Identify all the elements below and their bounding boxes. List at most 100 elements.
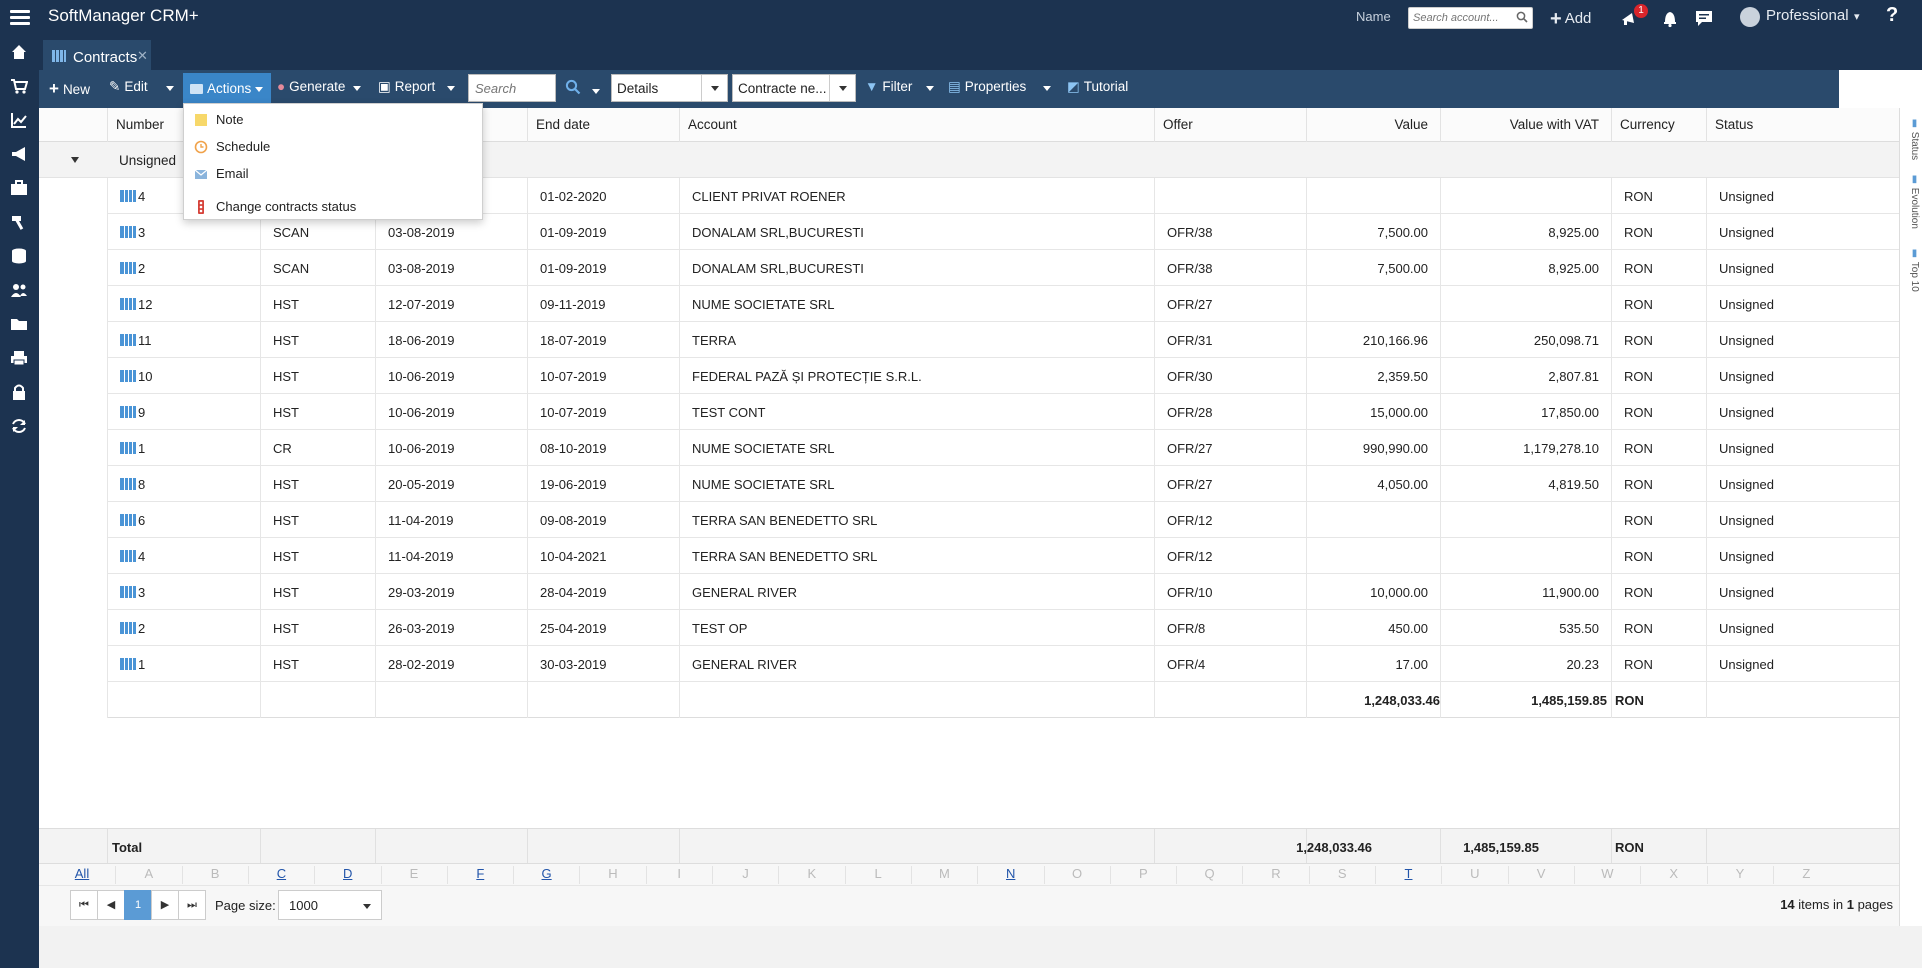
top10-panel-tab[interactable]: ▮ Top 10 — [1902, 248, 1920, 292]
first-page-button[interactable]: ⏮ — [70, 890, 98, 920]
letter-filter-d[interactable]: D — [314, 866, 380, 884]
page-size-select[interactable]: 1000 — [278, 890, 382, 920]
menu-icon[interactable] — [10, 7, 30, 27]
table-row[interactable]: 3 SCAN 03-08-2019 01-09-2019 DONALAM SRL,BUC… — [107, 214, 1899, 250]
cell-start: 10-06-2019 — [375, 430, 527, 466]
table-row[interactable]: 8 HST 20-05-2019 19-06-2019 NUME SOCIETATE S… — [107, 466, 1899, 502]
table-row[interactable]: 2 SCAN 03-08-2019 01-09-2019 DONALAM SRL,BUC… — [107, 250, 1899, 286]
search-options-icon[interactable] — [592, 89, 600, 94]
layout-select[interactable]: Contracte ne... — [732, 74, 856, 102]
tutorial-button[interactable]: ◩ Tutorial — [1067, 79, 1128, 99]
close-icon[interactable]: ✕ — [137, 48, 148, 63]
table-row[interactable]: 12 HST 12-07-2019 09-11-2019 NUME SOCIETATE … — [107, 286, 1899, 322]
avatar[interactable] — [1740, 7, 1760, 27]
letter-filter-c[interactable]: C — [247, 866, 314, 884]
filter-dropdown-icon[interactable] — [926, 86, 934, 91]
letter-filter-g[interactable]: G — [513, 866, 579, 884]
evolution-panel-tab[interactable]: ▮ Evolution — [1902, 174, 1920, 229]
filter-button[interactable]: ▼ Filter — [865, 79, 912, 99]
table-row[interactable]: 11 HST 18-06-2019 18-07-2019 TERRA OFR/31 210,… — [107, 322, 1899, 358]
help-icon[interactable]: ? — [1886, 4, 1899, 26]
chevron-down-icon[interactable]: ▾ — [1854, 11, 1860, 23]
search-icon[interactable] — [565, 79, 581, 95]
report-button[interactable]: ▣ Report — [378, 79, 435, 99]
refresh-icon[interactable] — [10, 417, 28, 435]
generate-button[interactable]: ● Generate — [277, 79, 345, 99]
status-panel-tab[interactable]: ▮ Status — [1902, 118, 1920, 160]
edit-button[interactable]: ✎ Edit — [109, 79, 148, 99]
column-offer[interactable]: Offer — [1154, 108, 1306, 142]
table-row[interactable]: 4 01-02-2020 CLIENT PRIVAT ROENER RON Unsign… — [107, 178, 1899, 214]
search-scope-label[interactable]: Name — [1356, 9, 1391, 24]
cell-value-vat: 535.50 — [1440, 610, 1611, 646]
printer-icon[interactable] — [10, 349, 28, 367]
column-account[interactable]: Account — [679, 108, 1154, 142]
cart-icon[interactable] — [10, 77, 28, 95]
letter-filter-f[interactable]: F — [446, 866, 513, 884]
table-row[interactable]: 10 HST 10-06-2019 10-07-2019 FEDERAL PAZĂ ȘI… — [107, 358, 1899, 394]
table-row[interactable]: 1 HST 28-02-2019 30-03-2019 GENERAL RIVER OFR… — [107, 646, 1899, 682]
table-row[interactable]: 6 HST 11-04-2019 09-08-2019 TERRA SAN BENEDE… — [107, 502, 1899, 538]
properties-dropdown-icon[interactable] — [1043, 86, 1051, 91]
menu-item-note[interactable]: Note — [194, 109, 474, 131]
contracts-icon — [52, 50, 66, 62]
megaphone-icon[interactable] — [10, 145, 28, 163]
generate-dropdown-icon[interactable] — [353, 86, 361, 91]
column-status[interactable]: Status — [1706, 108, 1899, 142]
cell-text: TERRA — [692, 333, 737, 348]
actions-button[interactable]: Actions — [183, 73, 271, 103]
add-button[interactable]: + Add — [1550, 8, 1591, 31]
bell-icon[interactable] — [1660, 8, 1680, 28]
cell-text: 3 — [138, 225, 146, 240]
view-select[interactable]: Details — [611, 74, 728, 102]
table-row[interactable]: 2 HST 26-03-2019 25-04-2019 TEST OP OFR/8 450.… — [107, 610, 1899, 646]
users-icon[interactable] — [10, 281, 28, 299]
database-icon[interactable] — [10, 247, 28, 265]
menu-item-schedule[interactable]: Schedule — [194, 136, 474, 158]
lock-icon[interactable] — [10, 383, 28, 401]
properties-button[interactable]: ▤ Properties — [948, 79, 1026, 99]
report-dropdown-icon[interactable] — [447, 86, 455, 91]
chart-icon[interactable] — [10, 111, 28, 129]
new-button[interactable]: + New — [49, 79, 90, 99]
table-row[interactable]: 1 CR 10-06-2019 08-10-2019 NUME SOCIETATE SR… — [107, 430, 1899, 466]
cell-text: 1 — [138, 657, 146, 672]
search-icon[interactable] — [1516, 11, 1528, 23]
letter-filter-n[interactable]: N — [977, 866, 1043, 884]
column-value[interactable]: Value — [1306, 108, 1440, 142]
briefcase-icon[interactable] — [10, 179, 28, 197]
cell-text: 4,819.50 — [1548, 477, 1599, 492]
chevron-down-icon[interactable] — [701, 75, 727, 101]
menu-item-change-status[interactable]: Change contracts status — [194, 196, 474, 218]
last-page-button[interactable]: ⏭ — [178, 890, 206, 920]
column-number[interactable]: Number — [107, 108, 260, 142]
column-end-date[interactable]: End date — [527, 108, 679, 142]
column-value-vat[interactable]: Value with VAT — [1440, 108, 1611, 142]
profile-label[interactable]: Professional — [1766, 7, 1849, 24]
announcement-icon[interactable] — [1620, 8, 1640, 28]
search-account-input[interactable] — [1408, 7, 1533, 29]
cell-status: Unsigned — [1706, 430, 1899, 466]
notification-badge: 1 — [1634, 4, 1648, 18]
letter-filter-t[interactable]: T — [1375, 866, 1441, 884]
folder-icon[interactable] — [10, 315, 28, 333]
collapse-icon[interactable] — [71, 157, 79, 163]
prev-page-button[interactable]: ◀ — [97, 890, 125, 920]
table-row[interactable]: 4 HST 11-04-2019 10-04-2021 TERRA SAN BENEDE… — [107, 538, 1899, 574]
next-page-button[interactable]: ▶ — [151, 890, 179, 920]
menu-item-email[interactable]: Email — [194, 163, 474, 185]
table-row[interactable]: 3 HST 29-03-2019 28-04-2019 GENERAL RIVER OFR… — [107, 574, 1899, 610]
chat-icon[interactable] — [1694, 8, 1714, 28]
current-page-button[interactable]: 1 — [124, 890, 152, 920]
contracts-grid: Number End date Account Offer Value Valu… — [39, 108, 1899, 828]
edit-dropdown-icon[interactable] — [166, 86, 174, 91]
table-row[interactable]: 9 HST 10-06-2019 10-07-2019 TEST CONT OFR/28 1… — [107, 394, 1899, 430]
tab-contracts[interactable]: Contracts ✕ — [43, 40, 151, 70]
chevron-down-icon[interactable] — [829, 75, 855, 101]
column-currency[interactable]: Currency — [1611, 108, 1706, 142]
home-icon[interactable] — [10, 43, 28, 61]
cell-text: OFR/12 — [1167, 549, 1213, 564]
search-input[interactable] — [468, 74, 556, 102]
hammer-icon[interactable] — [10, 213, 28, 231]
letter-filter-all[interactable]: All — [74, 866, 90, 881]
